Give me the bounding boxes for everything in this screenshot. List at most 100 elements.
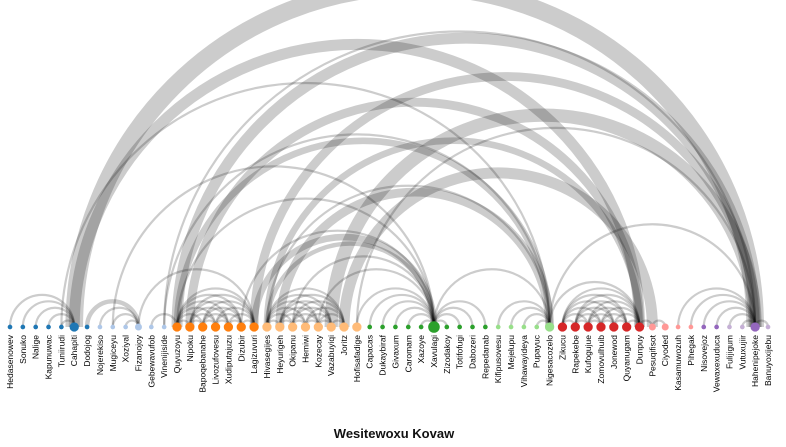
link-arc-Zikucu-Kufogujue [561, 313, 590, 328]
node-Nojerekiso[interactable] [97, 324, 103, 330]
node-Hahenipejoke[interactable] [750, 322, 760, 332]
link-arc-Vinenijiside-Nigesacozelo [163, 133, 551, 328]
node-Repedanab[interactable] [483, 324, 488, 330]
node-Vinenijiside[interactable] [161, 324, 167, 330]
node-Zizodakoy[interactable] [444, 324, 450, 330]
node-Vazabuyiqi[interactable] [326, 322, 336, 332]
node-Lagizuvuri[interactable] [249, 322, 259, 332]
node-label-Repedanab: Repedanab [480, 335, 490, 379]
node-Quyanugam[interactable] [622, 322, 632, 332]
node-Kasamuwozuh[interactable] [675, 324, 681, 330]
link-arc-Hedasenowev-Cahapiti [8, 293, 76, 328]
node-Banuyoxijebu[interactable] [765, 324, 771, 330]
node-Joritz[interactable] [339, 322, 349, 332]
node-Hofisafadige[interactable] [352, 322, 362, 332]
node-Gebewavufob[interactable] [148, 324, 154, 330]
node-label-Joritz: Joritz [339, 335, 349, 355]
node-Kufogujue[interactable] [583, 322, 593, 332]
node-Xoziyal[interactable] [123, 324, 128, 330]
link-arc-Mugiceyu-Xavulagi [111, 165, 436, 328]
node-Givaxum[interactable] [393, 324, 398, 330]
link-arc-Hivasegijes-Vazabuyiqi [265, 293, 333, 328]
link-arc-Vinenijiside-Hahenipejoke [163, 30, 757, 328]
link-arc-Quyuzoyu-Nigesacozelo [173, 137, 553, 328]
link-arc-Kozecay-Joritz [317, 313, 346, 328]
node-Heyurigeh[interactable] [275, 322, 285, 332]
node-Nisovejoz[interactable] [701, 324, 707, 330]
node-Nalige[interactable] [33, 324, 39, 330]
node-Kozecay[interactable] [313, 322, 323, 332]
node-Jonewod[interactable] [609, 322, 619, 332]
link-arc-Zikucu-Jonewod [561, 300, 615, 328]
node-Kapunuwac[interactable] [46, 324, 51, 330]
node-Vutuxujiir[interactable] [739, 324, 745, 330]
node-Dunpuy[interactable] [634, 322, 645, 332]
node-Pihegak[interactable] [688, 324, 694, 330]
node-Cahapiti[interactable] [69, 322, 79, 332]
node-Quyuzoyu[interactable] [172, 322, 182, 332]
node-Vihawayideya[interactable] [521, 324, 527, 330]
node-Dabozeri[interactable] [470, 324, 475, 330]
link-arc-Pihegak-Hahenipejoke [689, 293, 757, 328]
node-Bapoqebanahe[interactable] [198, 322, 208, 332]
link-arc-Hofisafadige-Hahenipejoke [355, 126, 757, 328]
node-Mugiceyu[interactable] [110, 324, 116, 330]
link-arc-Nipoku-Livozufovesu [188, 313, 217, 328]
node-label-Nisovejoz: Nisovejoz [699, 335, 709, 372]
link-arc-Zikucu-Dunpuy [561, 287, 641, 328]
node-Zikucu[interactable] [557, 322, 568, 332]
node-Totifofugi[interactable] [457, 324, 463, 330]
node-Pesuqifisot[interactable] [648, 323, 656, 331]
labels-layer: Hedasenowev Sonuko Nalige Kapunuwac Tuniirud… [5, 334, 773, 392]
node-Sonuko[interactable] [20, 324, 26, 330]
node-Pupayuc[interactable] [534, 324, 540, 330]
node-Hemiwi[interactable] [300, 322, 311, 332]
node-Fulijigum[interactable] [727, 324, 732, 330]
node-Zomovulhuib[interactable] [596, 322, 606, 332]
node-label-Pihegak: Pihegak [686, 334, 696, 365]
node-Fizanojoy[interactable] [134, 323, 142, 331]
node-label-Livozufovesu: Livozufovesu [211, 335, 221, 385]
link-arc-Heyurigeh-Nigesacozelo [275, 187, 554, 328]
node-Xavulagi[interactable] [428, 321, 440, 333]
node-Hivasegijes[interactable] [262, 322, 272, 332]
link-arc-Nojerekiso-Fizanojoy [98, 306, 140, 328]
node-Dodojog[interactable] [84, 324, 90, 330]
link-arc-Rapekebe-Zomovulhuib [574, 313, 603, 328]
node-label-Quyuzoyu: Quyuzoyu [172, 335, 182, 374]
link-arc-Quyuzoyu-Livozufovesu [175, 306, 217, 328]
node-Mejelupu[interactable] [508, 324, 514, 330]
node-Rapekebe[interactable] [570, 322, 580, 332]
node-Tuniirudi[interactable] [59, 324, 64, 330]
node-label-Dodojog: Dodojog [82, 335, 92, 367]
node-label-Fulijigum: Fulijigum [724, 335, 734, 369]
link-arc-Lagizuvuri-Hahenipejoke [249, 72, 760, 328]
link-arc-Bapoqebanahe-Lagizuvuri [201, 300, 256, 328]
node-Dukaybiraf[interactable] [380, 324, 385, 330]
node-Caromam[interactable] [405, 324, 411, 330]
node-label-Hemiwi: Hemiwi [300, 335, 310, 363]
node-Nipoku[interactable] [185, 322, 195, 332]
link-arc-Hemiwi-Joritz [304, 306, 346, 328]
node-Xazoye[interactable] [418, 324, 424, 330]
link-arc-Mugiceyu-Fizanojoy [111, 313, 140, 328]
node-label-Kozecay: Kozecay [313, 334, 323, 367]
link-arc-Zikucu-Quyanugam [561, 293, 628, 328]
node-Vewaxexuduca[interactable] [714, 324, 719, 330]
node-Nigesacozelo[interactable] [544, 322, 555, 332]
node-Kifipusovesu[interactable] [495, 324, 501, 330]
node-Okipanu[interactable] [287, 322, 298, 332]
link-arc-Dukaybiraf-Xavulagi [381, 300, 436, 328]
node-label-Jonewod: Jonewod [609, 335, 619, 369]
node-Xudiputajuzu[interactable] [223, 322, 234, 332]
link-arc-Nigesacozelo-Hahenipejoke [548, 223, 757, 328]
node-Capacas[interactable] [367, 324, 373, 330]
link-arc-Bapoqebanahe-Xudiputajuzu [201, 313, 230, 328]
node-Ciyoded[interactable] [661, 323, 669, 331]
node-Dizubir[interactable] [236, 322, 246, 332]
node-Hedasenowev[interactable] [7, 324, 13, 330]
link-arc-Heyurigeh-Hemiwi [278, 313, 307, 328]
node-Livozufovesu[interactable] [210, 322, 221, 332]
node-label-Kifipusovesu: Kifipusovesu [493, 335, 503, 383]
